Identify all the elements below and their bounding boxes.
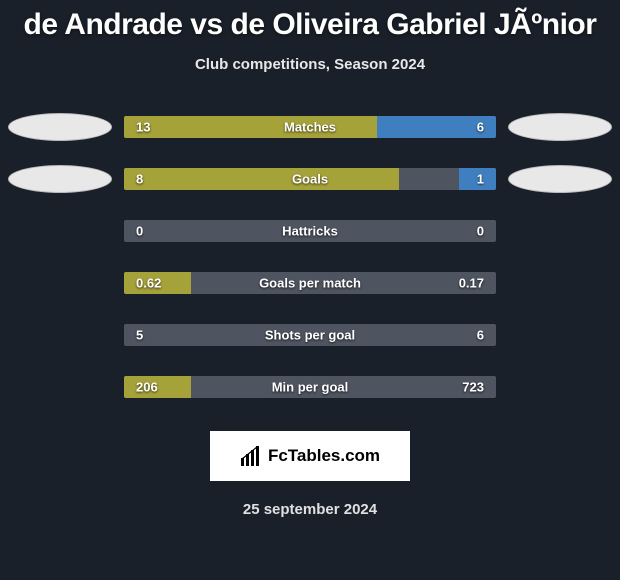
- stat-label: Matches: [284, 120, 336, 135]
- left-oval-slot: [8, 321, 112, 349]
- stat-left-value: 8: [136, 172, 143, 187]
- player-left-oval: [8, 113, 112, 141]
- player-right-oval: [508, 113, 612, 141]
- stats-container: 13 6 Matches 8 1 Goals 0 0 Hattricks 0.62 0.17 Goal…: [0, 113, 620, 401]
- stat-bar: 13 6 Matches: [124, 116, 496, 138]
- right-oval-slot: [508, 321, 612, 349]
- stat-right-value: 6: [477, 120, 484, 135]
- stat-row: 0 0 Hattricks: [8, 217, 612, 245]
- stat-row: 206 723 Min per goal: [8, 373, 612, 401]
- stat-right-value: 1: [477, 172, 484, 187]
- stat-label: Hattricks: [282, 224, 338, 239]
- stat-label: Goals per match: [259, 276, 361, 291]
- right-oval-slot: [508, 269, 612, 297]
- stat-row: 13 6 Matches: [8, 113, 612, 141]
- page-title: de Andrade vs de Oliveira Gabriel JÃºnio…: [0, 0, 620, 42]
- left-oval-slot: [8, 113, 112, 141]
- left-oval-slot: [8, 373, 112, 401]
- player-right-oval: [508, 165, 612, 193]
- subtitle: Club competitions, Season 2024: [0, 56, 620, 73]
- left-oval-slot: [8, 269, 112, 297]
- left-oval-slot: [8, 165, 112, 193]
- stat-row: 5 6 Shots per goal: [8, 321, 612, 349]
- stat-row: 8 1 Goals: [8, 165, 612, 193]
- logo-text: FcTables.com: [268, 446, 380, 466]
- stat-bar: 5 6 Shots per goal: [124, 324, 496, 346]
- stat-right-value: 723: [462, 380, 484, 395]
- right-oval-slot: [508, 113, 612, 141]
- stat-left-value: 5: [136, 328, 143, 343]
- bar-left-fill: [124, 116, 377, 138]
- stat-bar: 0 0 Hattricks: [124, 220, 496, 242]
- stat-bar: 206 723 Min per goal: [124, 376, 496, 398]
- stat-label: Min per goal: [272, 380, 349, 395]
- stat-left-value: 0: [136, 224, 143, 239]
- stat-right-value: 6: [477, 328, 484, 343]
- bar-left-fill: [124, 168, 399, 190]
- right-oval-slot: [508, 217, 612, 245]
- stat-right-value: 0: [477, 224, 484, 239]
- right-oval-slot: [508, 165, 612, 193]
- stat-bar: 0.62 0.17 Goals per match: [124, 272, 496, 294]
- stat-left-value: 0.62: [136, 276, 161, 291]
- player-left-oval: [8, 165, 112, 193]
- stat-left-value: 206: [136, 380, 158, 395]
- stat-right-value: 0.17: [459, 276, 484, 291]
- stat-label: Goals: [292, 172, 328, 187]
- date-text: 25 september 2024: [0, 501, 620, 518]
- stat-left-value: 13: [136, 120, 150, 135]
- bars-icon: [240, 445, 262, 467]
- right-oval-slot: [508, 373, 612, 401]
- left-oval-slot: [8, 217, 112, 245]
- fctables-logo: FcTables.com: [210, 431, 410, 481]
- stat-label: Shots per goal: [265, 328, 355, 343]
- stat-row: 0.62 0.17 Goals per match: [8, 269, 612, 297]
- stat-bar: 8 1 Goals: [124, 168, 496, 190]
